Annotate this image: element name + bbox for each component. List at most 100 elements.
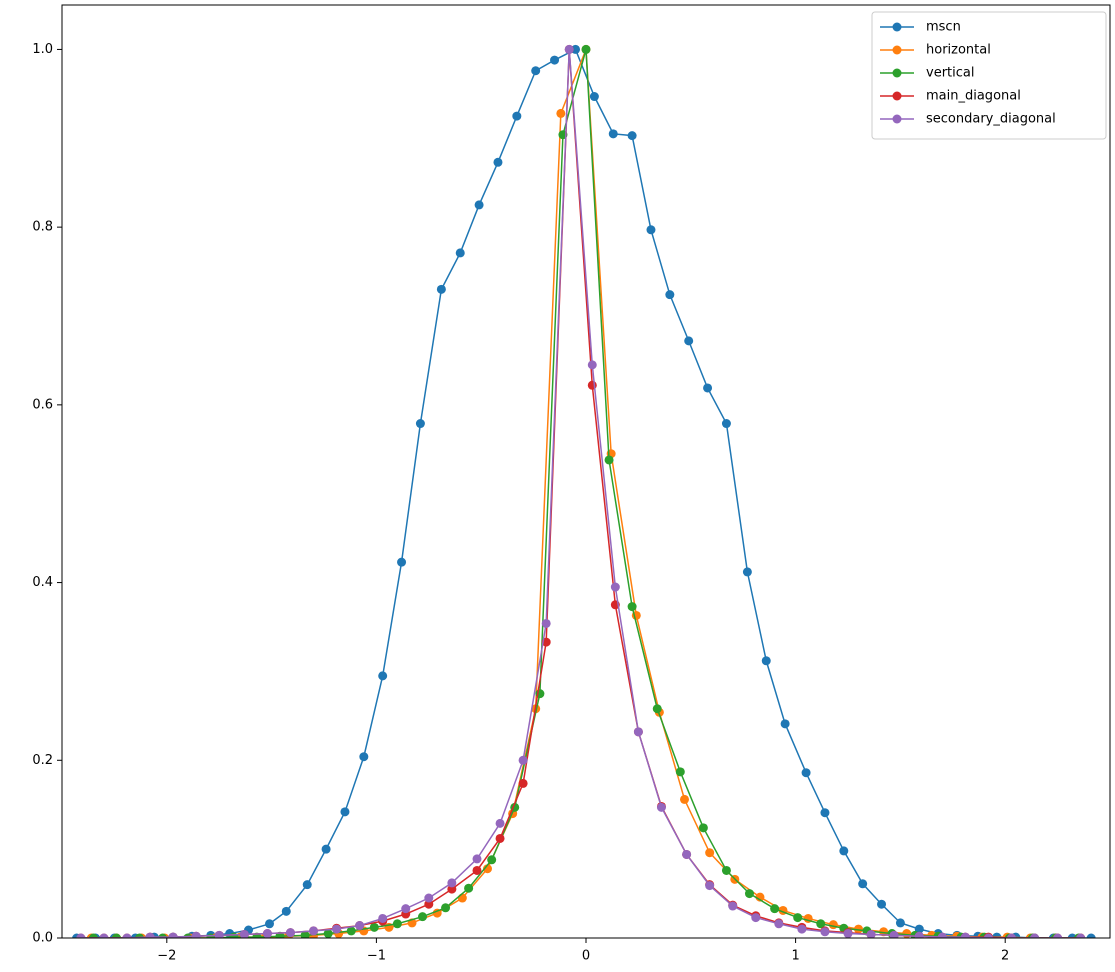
marker	[889, 930, 899, 938]
marker	[397, 557, 407, 567]
marker	[721, 865, 731, 875]
line	[91, 49, 1081, 938]
marker	[902, 929, 912, 938]
marker	[571, 44, 581, 54]
marker	[378, 671, 388, 681]
marker	[652, 704, 662, 714]
legend-label: mscn	[926, 20, 961, 35]
legend-marker	[892, 114, 902, 124]
marker	[682, 849, 692, 859]
legend-marker	[892, 45, 902, 55]
marker	[378, 913, 388, 923]
marker	[550, 55, 560, 65]
marker	[340, 807, 350, 817]
marker	[937, 932, 947, 938]
marker	[482, 864, 492, 874]
legend-label: secondary_diagonal	[926, 112, 1056, 127]
marker	[447, 884, 457, 894]
legend-label: horizontal	[926, 43, 991, 58]
marker	[1006, 933, 1016, 938]
marker	[556, 108, 566, 118]
series	[88, 44, 1084, 938]
y-tick-label: 1.0	[32, 42, 53, 57]
marker	[587, 360, 597, 370]
line	[80, 49, 1081, 938]
marker	[564, 44, 574, 54]
marker	[774, 919, 784, 929]
marker	[610, 582, 620, 592]
marker	[680, 794, 690, 804]
marker	[684, 336, 694, 346]
marker	[392, 919, 402, 929]
marker	[627, 602, 637, 612]
marker	[88, 933, 98, 938]
marker	[820, 927, 830, 937]
marker	[455, 248, 465, 258]
line	[76, 48, 1092, 938]
marker	[853, 924, 863, 934]
marker	[656, 802, 666, 812]
marker	[728, 901, 738, 911]
marker	[464, 883, 474, 893]
legend-label: vertical	[926, 66, 974, 81]
marker	[698, 823, 708, 833]
marker	[633, 727, 643, 737]
marker	[877, 899, 887, 909]
marker	[761, 656, 771, 666]
x-tick-label: 1	[791, 949, 799, 964]
x-tick-label: 0	[582, 949, 590, 964]
marker	[191, 931, 201, 938]
y-tick-label: 0.6	[32, 397, 53, 412]
marker	[495, 833, 505, 843]
marker	[646, 225, 656, 235]
series	[86, 44, 1086, 938]
marker	[415, 419, 425, 429]
marker	[512, 111, 522, 121]
line	[80, 49, 1081, 938]
marker	[346, 926, 356, 936]
marker	[828, 920, 838, 930]
legend-box	[871, 11, 1107, 140]
marker	[168, 932, 178, 938]
marker	[518, 755, 528, 765]
marker	[239, 929, 249, 938]
marker	[111, 933, 121, 938]
marker	[359, 752, 369, 762]
marker	[604, 455, 614, 465]
marker	[321, 844, 331, 854]
y-tick-label: 0.4	[32, 575, 53, 590]
marker	[332, 924, 342, 934]
legend-marker	[892, 91, 902, 101]
marker	[983, 933, 993, 938]
marker	[99, 933, 109, 938]
series	[76, 44, 1086, 938]
marker	[487, 855, 497, 865]
marker	[495, 818, 505, 828]
marker	[801, 768, 811, 778]
marker	[265, 919, 275, 929]
marker	[122, 933, 132, 938]
marker	[914, 931, 924, 938]
marker	[424, 893, 434, 903]
marker	[770, 904, 780, 914]
marker	[703, 383, 713, 393]
marker	[721, 419, 731, 429]
legend-marker	[892, 22, 902, 32]
marker	[472, 865, 482, 875]
marker	[518, 778, 528, 788]
plot-frame	[61, 4, 1111, 939]
marker	[839, 846, 849, 856]
series	[76, 44, 1086, 938]
marker	[424, 899, 434, 909]
marker	[541, 618, 551, 628]
marker	[302, 880, 312, 890]
marker	[1053, 933, 1063, 938]
marker	[447, 878, 457, 888]
marker	[879, 927, 889, 937]
marker	[816, 919, 826, 929]
marker	[262, 929, 272, 938]
marker	[705, 881, 715, 891]
marker	[531, 66, 541, 76]
